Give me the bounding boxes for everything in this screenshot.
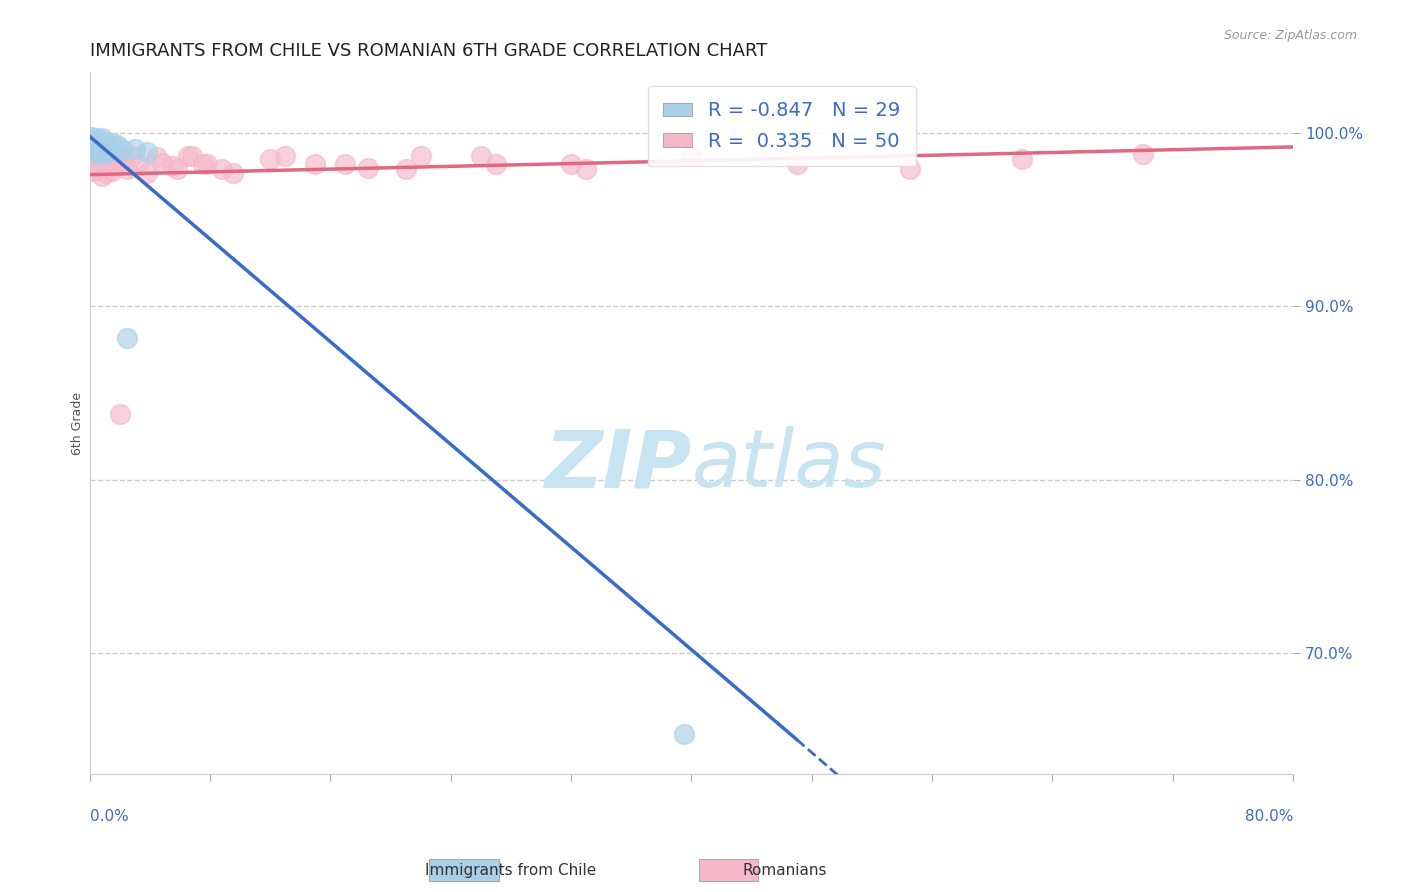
Point <box>681 148 703 162</box>
Point <box>166 162 188 177</box>
Point <box>221 166 243 180</box>
Point <box>136 145 159 160</box>
Point <box>485 157 508 171</box>
Point <box>146 150 169 164</box>
Point <box>121 148 143 162</box>
Point <box>105 148 128 162</box>
Point <box>150 155 173 169</box>
Point <box>83 138 105 153</box>
Point <box>90 138 112 153</box>
Text: Source: ZipAtlas.com: Source: ZipAtlas.com <box>1223 29 1357 42</box>
Text: Romanians: Romanians <box>742 863 827 878</box>
Point <box>898 162 921 177</box>
Text: 80.0%: 80.0% <box>1244 809 1294 824</box>
Point <box>90 131 112 145</box>
Point <box>89 140 111 154</box>
Point <box>395 162 418 177</box>
Point <box>470 148 492 162</box>
Point <box>786 157 808 171</box>
Legend: R = -0.847   N = 29, R =  0.335   N = 50: R = -0.847 N = 29, R = 0.335 N = 50 <box>648 86 915 167</box>
Text: atlas: atlas <box>692 426 886 504</box>
Point <box>84 136 107 151</box>
Point <box>84 140 107 154</box>
Point <box>357 161 380 175</box>
Point <box>96 136 118 151</box>
Point <box>94 146 117 161</box>
Point <box>94 135 117 149</box>
Point <box>191 157 214 171</box>
Point <box>94 157 117 171</box>
Point <box>211 162 233 177</box>
Point <box>90 169 112 184</box>
Point <box>86 145 108 160</box>
Point <box>575 162 598 177</box>
Point <box>86 161 108 175</box>
Point <box>195 157 218 171</box>
Point <box>105 138 128 153</box>
Point <box>117 162 139 177</box>
Point <box>409 148 432 162</box>
Point <box>124 142 146 156</box>
Point <box>82 135 104 149</box>
Point <box>176 148 198 162</box>
Point <box>97 142 120 156</box>
Point <box>97 148 120 162</box>
Point <box>89 136 111 151</box>
Point <box>84 131 107 145</box>
Point <box>87 150 110 164</box>
Point <box>104 159 127 173</box>
Point <box>1011 152 1033 166</box>
Point <box>103 152 125 166</box>
Point <box>127 157 149 171</box>
Point <box>136 166 159 180</box>
Point <box>111 153 134 168</box>
Point <box>89 146 111 161</box>
Point <box>108 407 131 421</box>
Point <box>111 144 134 158</box>
Point <box>83 144 105 158</box>
Point <box>335 157 357 171</box>
Point <box>181 148 204 162</box>
Point <box>162 159 184 173</box>
Point <box>87 142 110 156</box>
Point <box>83 146 105 161</box>
Text: IMMIGRANTS FROM CHILE VS ROMANIAN 6TH GRADE CORRELATION CHART: IMMIGRANTS FROM CHILE VS ROMANIAN 6TH GR… <box>90 42 768 60</box>
Point <box>87 135 110 149</box>
Point <box>259 152 281 166</box>
Point <box>91 146 114 161</box>
Point <box>80 129 103 144</box>
Text: 0.0%: 0.0% <box>90 809 128 824</box>
Point <box>274 148 297 162</box>
Point <box>91 140 114 154</box>
Text: Immigrants from Chile: Immigrants from Chile <box>425 863 596 878</box>
Point <box>103 142 125 156</box>
Y-axis label: 6th Grade: 6th Grade <box>72 392 84 455</box>
Point <box>98 138 121 153</box>
Point <box>100 144 122 158</box>
Point <box>1132 146 1154 161</box>
Point <box>672 727 695 741</box>
Point <box>82 164 104 178</box>
Point <box>117 330 139 344</box>
Text: ZIP: ZIP <box>544 426 692 504</box>
Point <box>560 157 582 171</box>
Point <box>100 153 122 168</box>
Point <box>80 153 103 168</box>
Point <box>96 166 118 180</box>
Point <box>101 136 124 151</box>
Point <box>101 164 124 178</box>
Point <box>86 133 108 147</box>
Point <box>304 157 326 171</box>
Point <box>98 161 121 175</box>
